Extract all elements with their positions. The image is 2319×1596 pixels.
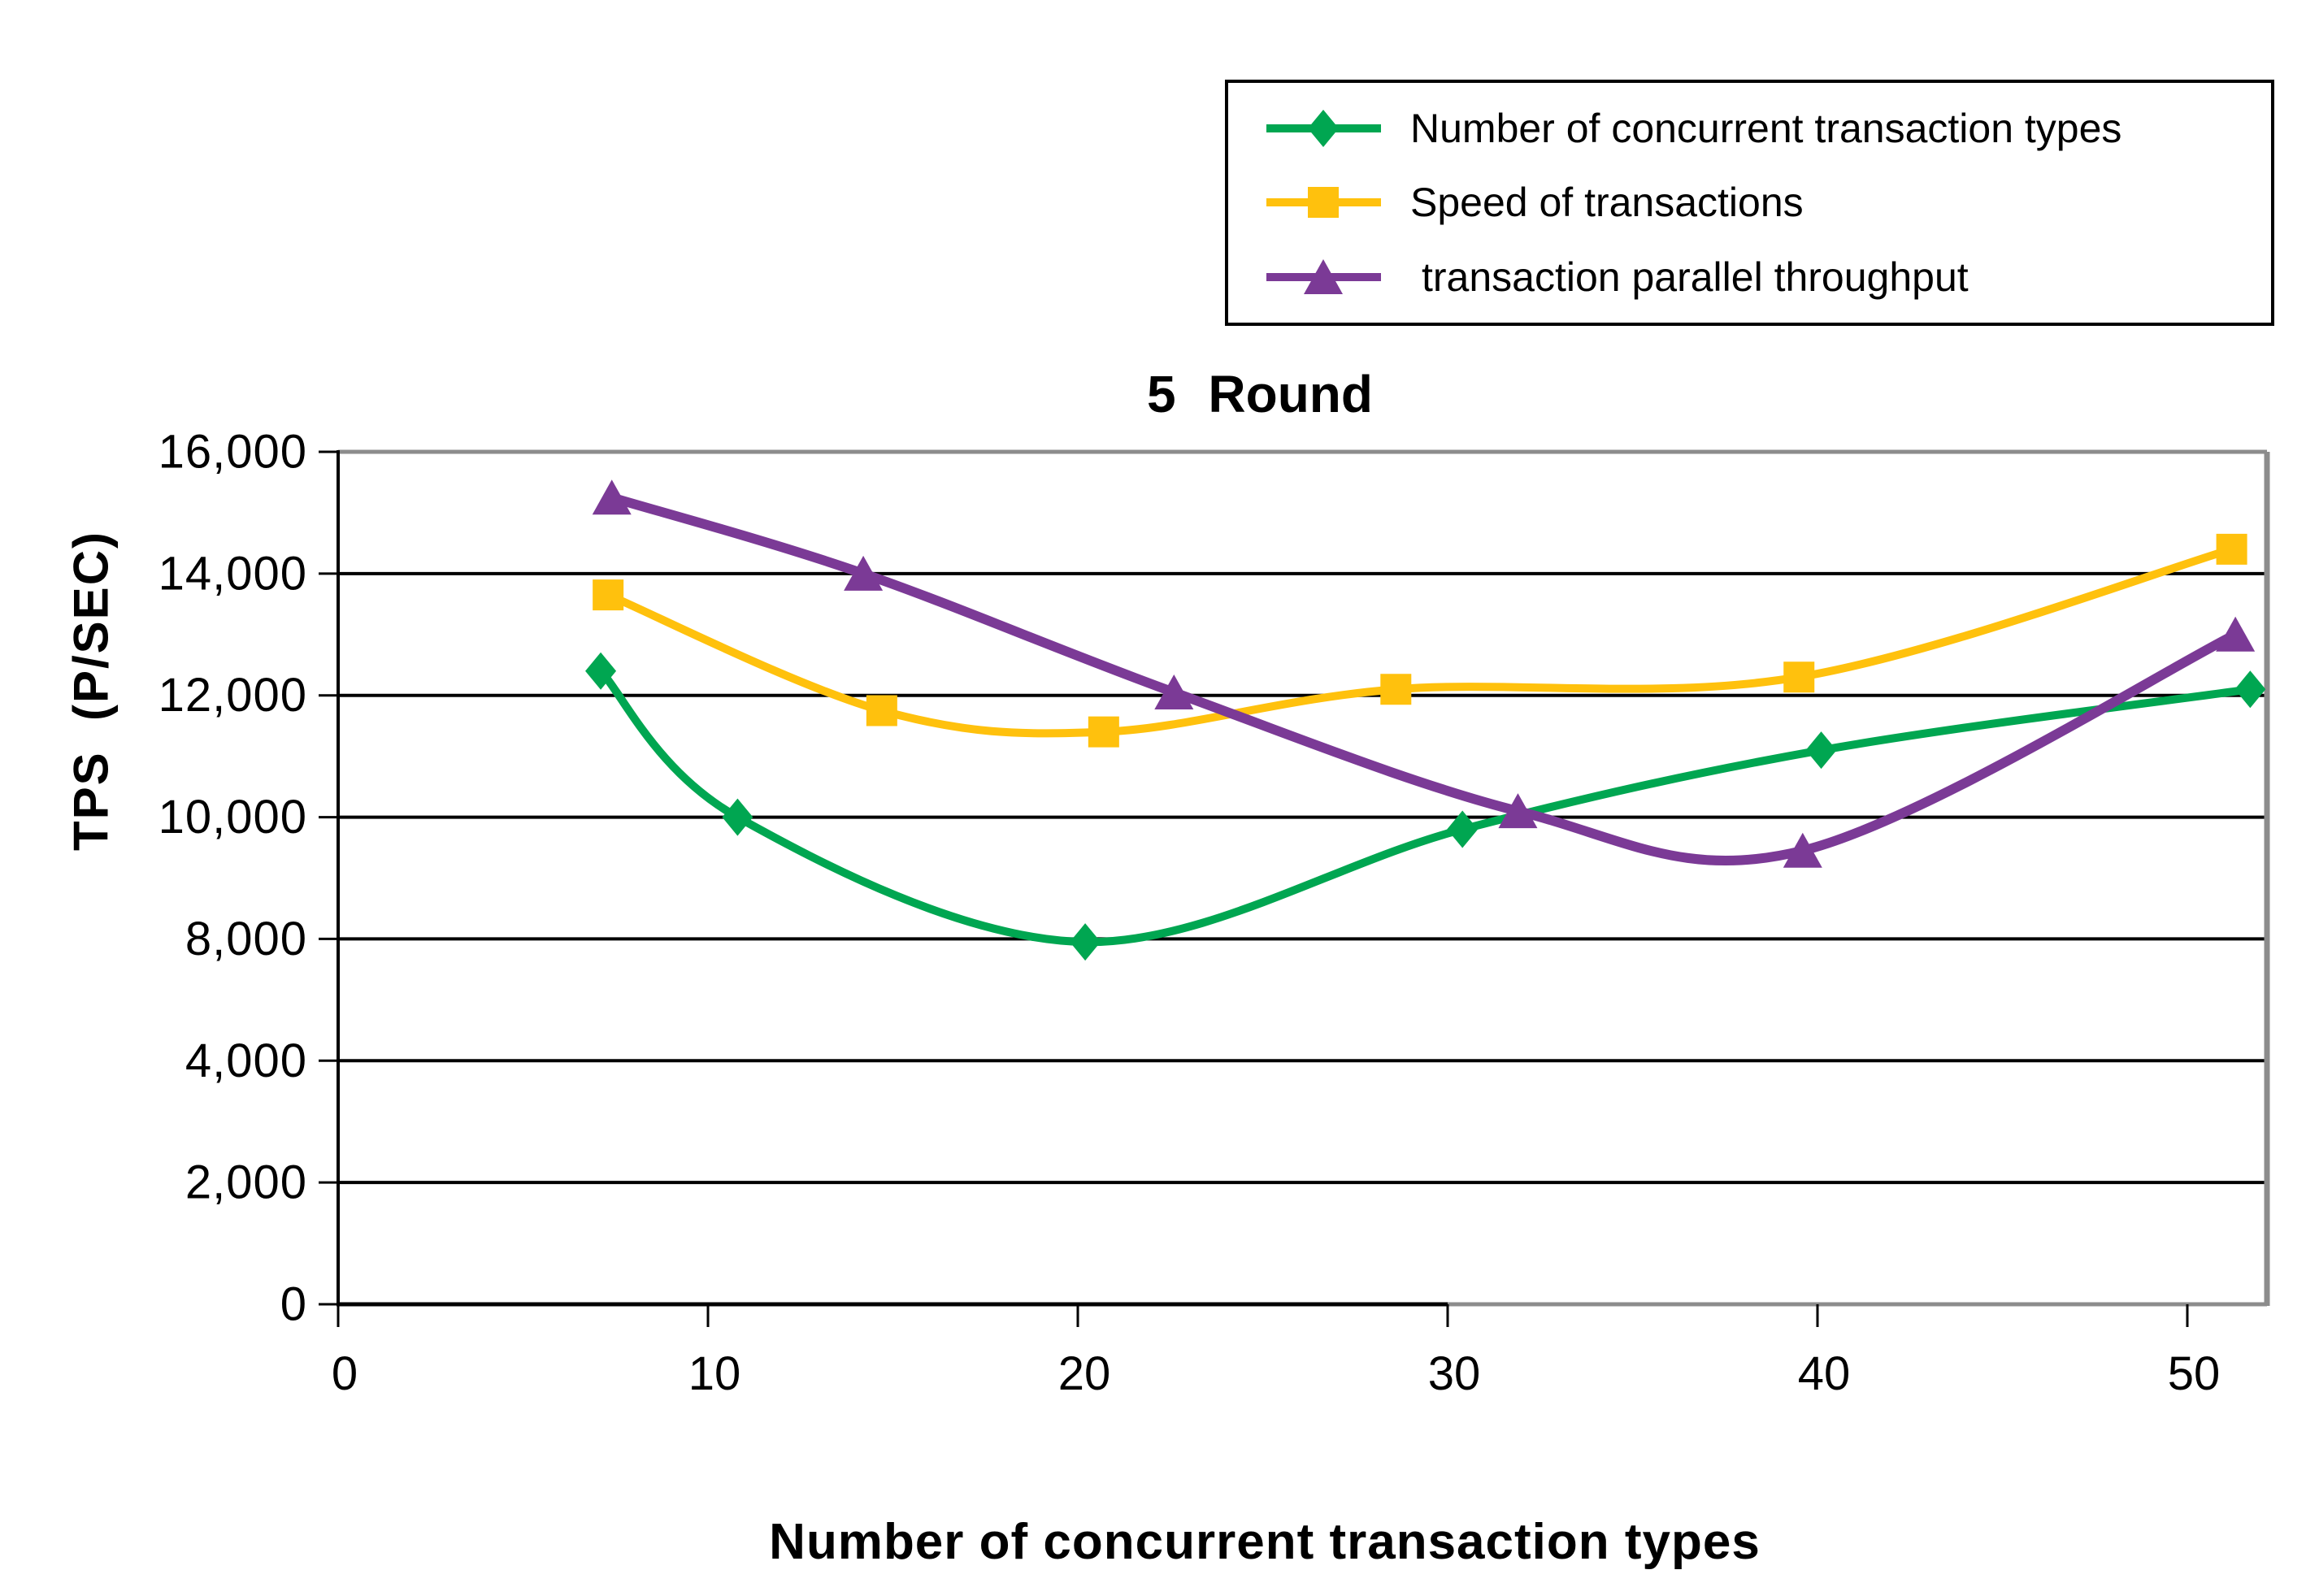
legend-label: Number of concurrent transaction types xyxy=(1410,105,2122,151)
triangle-marker-2 xyxy=(592,479,632,515)
series-line-1 xyxy=(604,544,2236,738)
diamond-marker-0 xyxy=(585,652,617,690)
x-tick-label: 0 xyxy=(332,1347,358,1400)
series-line-0 xyxy=(597,666,2255,947)
triangle-marker-2 xyxy=(1498,793,1538,829)
triangle-marker-2 xyxy=(1783,832,1822,868)
legend-diamond-marker xyxy=(1308,109,1339,147)
square-marker-1 xyxy=(1783,661,1815,693)
legend-item-parallel-throughput: transaction parallel throughput xyxy=(1228,254,2271,301)
legend-box: Number of concurrent transaction types S… xyxy=(1225,80,2274,326)
y-tick-label: 4,000 xyxy=(185,1034,307,1087)
x-tick-label: 10 xyxy=(688,1347,741,1400)
square-marker-1 xyxy=(866,695,897,726)
square-marker-1 xyxy=(1088,716,1119,748)
y-tick-label: 16,000 xyxy=(159,426,307,479)
y-tick-label: 8,000 xyxy=(185,913,307,965)
y-tick-label: 14,000 xyxy=(159,547,307,600)
diamond-marker-0 xyxy=(1070,923,1101,961)
y-tick-label: 10,000 xyxy=(159,791,307,844)
legend-triangle-marker xyxy=(1304,259,1343,295)
x-tick-label: 50 xyxy=(2168,1347,2221,1400)
x-axis-title: Number of concurrent transaction types xyxy=(769,1514,1761,1570)
legend-item-speed: Speed of transactions xyxy=(1228,179,2271,226)
square-marker-1 xyxy=(2216,533,2247,565)
square-marker-1 xyxy=(593,579,624,611)
x-tick-label: 40 xyxy=(1798,1347,1851,1400)
legend-label: transaction parallel throughput xyxy=(1422,254,1969,301)
x-tick-label: 20 xyxy=(1058,1347,1111,1400)
square-marker-1 xyxy=(1380,674,1412,705)
triangle-marker-2 xyxy=(1154,674,1194,709)
y-tick-label: 12,000 xyxy=(159,669,307,722)
legend-square-marker xyxy=(1308,187,1339,219)
x-tick-label: 30 xyxy=(1428,1347,1481,1400)
purple-triangle-line-icon xyxy=(1266,259,1381,295)
legend-label: Speed of transactions xyxy=(1410,180,1804,226)
legend-item-concurrent-types: Number of concurrent transaction types xyxy=(1228,105,2271,152)
triangle-marker-2 xyxy=(844,555,884,591)
triangle-marker-2 xyxy=(2216,616,2256,652)
diamond-marker-0 xyxy=(1805,731,1837,770)
y-tick-label: 2,000 xyxy=(185,1156,307,1209)
series-line-2 xyxy=(606,492,2241,866)
chart-title: 5 Round xyxy=(1147,365,1373,423)
diamond-marker-0 xyxy=(1447,810,1479,848)
diamond-marker-0 xyxy=(2234,670,2266,709)
green-diamond-line-icon xyxy=(1266,109,1381,147)
gold-square-line-icon xyxy=(1266,187,1381,219)
diamond-marker-0 xyxy=(722,798,753,836)
y-axis-title: TPS (P/SEC) xyxy=(63,530,119,852)
y-tick-label: 0 xyxy=(280,1278,307,1331)
